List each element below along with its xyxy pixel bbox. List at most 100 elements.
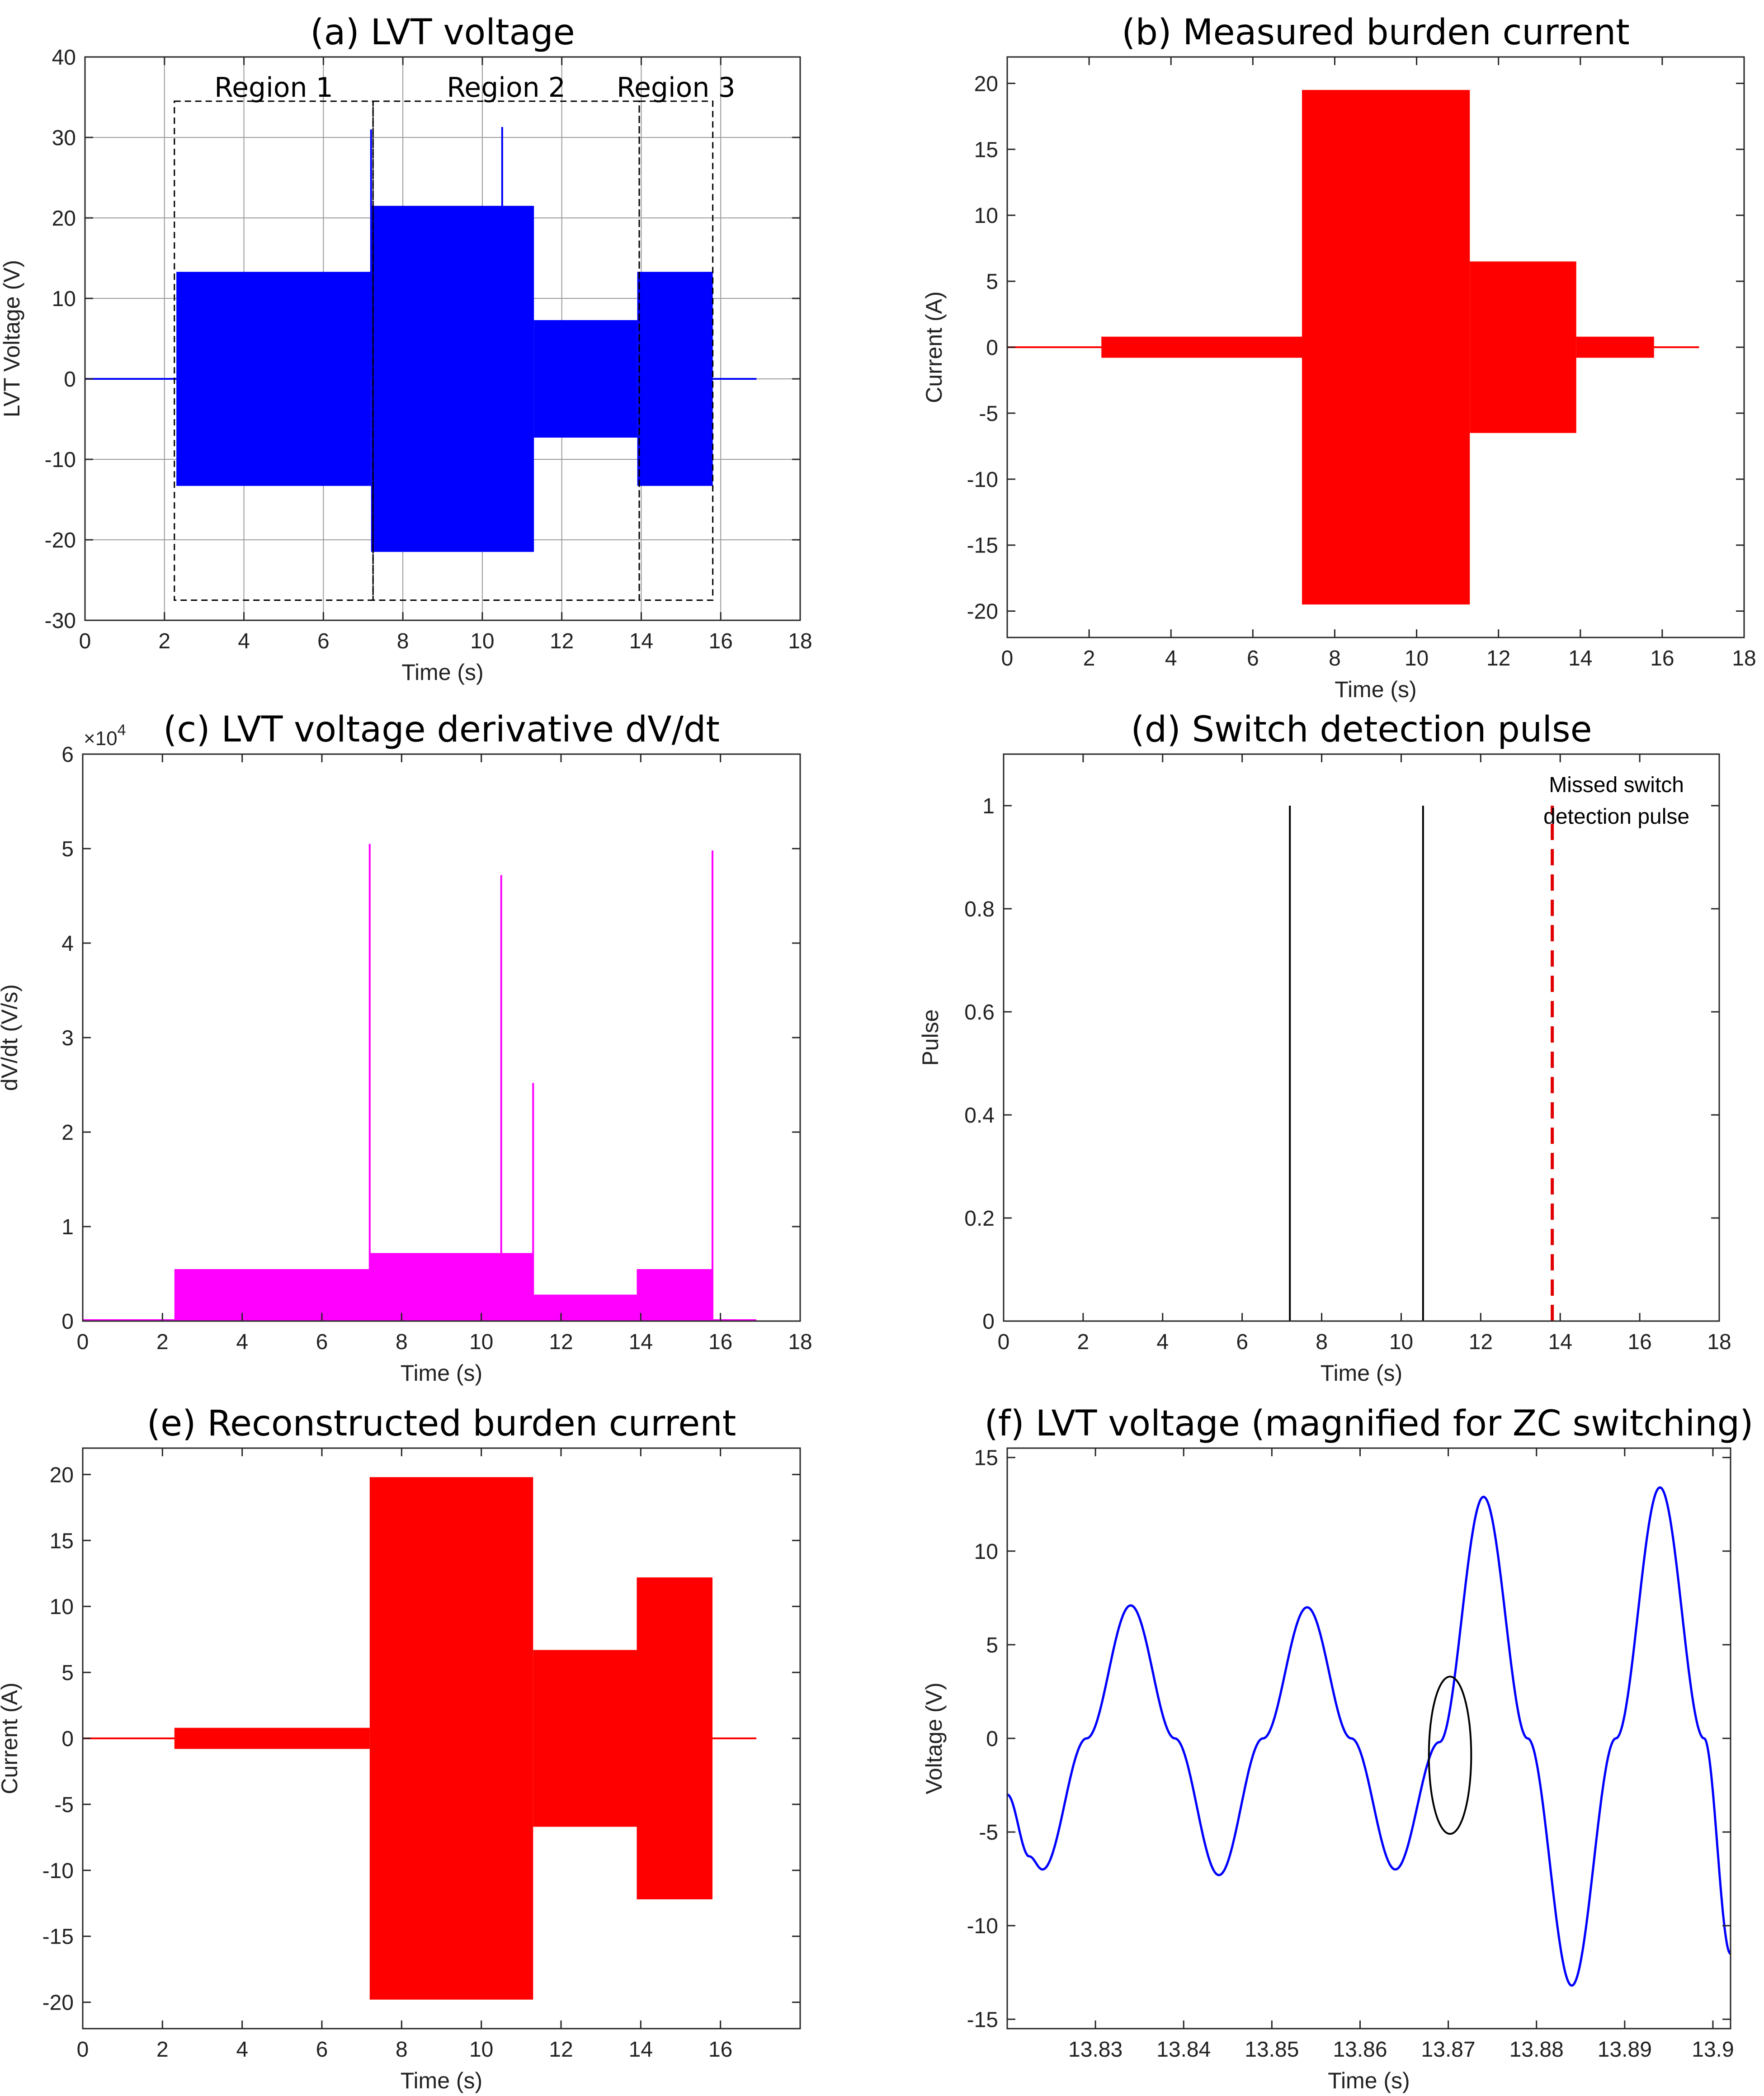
y-tick-label: 20 <box>50 1463 74 1487</box>
y-tick-label: 4 <box>61 932 74 956</box>
derivative-level-2 <box>369 1253 533 1321</box>
x-tick-label: 2 <box>1083 647 1095 670</box>
y-tick-label: -20 <box>45 529 76 552</box>
panel-b: 0 2 4 6 8 10 12 14 16 18 -20 -15 -10 -5 0 5 10 15 20 (b) Me… <box>921 12 1756 702</box>
envelope-segment-1 <box>174 1728 370 1749</box>
x-tick-label: 13.89 <box>1598 2038 1652 2062</box>
y-tick-label: 6 <box>61 743 74 767</box>
y-tick-label: 0.4 <box>964 1104 995 1128</box>
y-tick-label: 5 <box>61 837 74 861</box>
envelope-segment-3 <box>1470 261 1576 433</box>
panel-title-b: (b) Measured burden current <box>1122 12 1630 53</box>
y-axis-label-b: Current (A) <box>921 291 947 403</box>
y-tick-label: 0 <box>61 1310 74 1334</box>
envelope-segment-1 <box>1101 336 1302 358</box>
region-label-3: Region 3 <box>617 72 736 104</box>
axes-frame-d <box>1003 753 1720 1322</box>
x-tick-label: 6 <box>1236 1330 1248 1354</box>
x-tick-label: 18 <box>788 1330 812 1354</box>
x-tick-label: 8 <box>396 1330 408 1354</box>
y-tick-label: -30 <box>45 609 76 633</box>
x-tick-label: 18 <box>1707 1330 1731 1354</box>
x-tick-label: 10 <box>1389 1330 1413 1354</box>
x-tick-label: 13.86 <box>1333 2038 1387 2062</box>
y-tick-label: 1 <box>61 1215 74 1239</box>
y-tick-label: 20 <box>974 72 998 96</box>
voltage-trace <box>1007 1486 1731 1987</box>
y-tick-label: 0.6 <box>964 1001 995 1024</box>
x-tick-label: 6 <box>317 629 330 653</box>
y-tick-label: -5 <box>979 402 998 426</box>
panel-a: Region 1 Region 2 Region 3 0 2 4 6 8 10 12 14 16 18 -… <box>0 12 812 685</box>
envelope-segment-2 <box>1302 90 1470 605</box>
x-axis-label-b: Time (s) <box>1335 677 1416 702</box>
x-tick-label: 14 <box>1548 1330 1572 1354</box>
missed-pulse-annotation-line: Missed switch <box>1549 773 1684 797</box>
x-tick-label: 10 <box>1405 647 1429 670</box>
y-tick-label: 10 <box>50 1595 74 1619</box>
x-tick-label: 2 <box>1077 1330 1090 1354</box>
envelope-segment-1 <box>176 272 371 486</box>
x-tick-label: 12 <box>1469 1330 1493 1354</box>
x-tick-label: 12 <box>550 629 574 653</box>
y-axis-label-f: Voltage (V) <box>921 1682 947 1794</box>
y-tick-label: 5 <box>986 270 998 294</box>
y-tick-label: 0 <box>986 1727 998 1751</box>
x-tick-label: 0 <box>77 2038 89 2062</box>
y-axis-label-e: Current (A) <box>0 1682 22 1794</box>
x-tick-label: 6 <box>316 1330 328 1354</box>
y-tick-label: 0 <box>61 1727 74 1751</box>
x-tick-label: 0 <box>1001 647 1014 670</box>
panel-f: 13.83 13.84 13.85 13.86 13.87 13.88 13.89 13.9 -… <box>921 1403 1754 2093</box>
x-tick-label: 0 <box>998 1330 1010 1354</box>
y-tick-label: 10 <box>974 1540 998 1564</box>
x-tick-label: 12 <box>1486 647 1510 670</box>
y-tick-label: 3 <box>61 1026 74 1050</box>
x-tick-label: 12 <box>549 2038 573 2062</box>
derivative-level-4 <box>637 1269 713 1321</box>
y-tick-label: -10 <box>967 1914 998 1938</box>
x-tick-label: 2 <box>156 1330 169 1354</box>
panel-title-a: (a) LVT voltage <box>310 12 575 53</box>
x-tick-label: 16 <box>1627 1330 1651 1354</box>
envelope-segment-4 <box>637 272 713 486</box>
x-tick-label: 8 <box>1329 647 1341 670</box>
panel-title-d: (d) Switch detection pulse <box>1131 709 1592 750</box>
y-tick-label: 0 <box>982 1310 995 1334</box>
y-tick-label: -15 <box>967 2008 998 2032</box>
y-tick-label: 10 <box>52 287 76 311</box>
y-axis-exponent: 4 <box>118 722 126 739</box>
x-tick-label: 16 <box>708 2038 732 2062</box>
envelope-segment-3 <box>534 320 637 438</box>
y-tick-label: -5 <box>54 1793 74 1817</box>
panel-title-f: (f) LVT voltage (magnified for ZC switch… <box>984 1403 1753 1444</box>
y-tick-label: 15 <box>974 138 998 162</box>
x-tick-label: 4 <box>1156 1330 1169 1354</box>
y-axis-label-a: LVT Voltage (V) <box>0 260 24 417</box>
x-axis-label-d: Time (s) <box>1321 1360 1402 1386</box>
x-tick-label: 14 <box>1568 647 1592 670</box>
y-tick-label: 15 <box>974 1446 998 1470</box>
y-tick-label: 40 <box>52 46 76 70</box>
x-tick-label: 10 <box>469 1330 493 1354</box>
x-tick-label: 13.9 <box>1692 2038 1734 2062</box>
y-tick-label: -15 <box>967 534 998 558</box>
x-tick-label: 6 <box>1247 647 1259 670</box>
y-tick-label: 2 <box>61 1121 74 1145</box>
x-tick-label: 2 <box>156 2038 169 2062</box>
y-tick-label: -15 <box>42 1925 74 1949</box>
x-tick-label: 8 <box>396 2038 408 2062</box>
x-tick-label: 16 <box>1650 647 1674 670</box>
x-tick-label: 4 <box>238 629 250 653</box>
region-label-2: Region 2 <box>447 72 566 104</box>
x-tick-label: 12 <box>549 1330 573 1354</box>
derivative-level-1 <box>174 1269 370 1321</box>
x-axis-label-e: Time (s) <box>401 2068 482 2093</box>
y-tick-label: 5 <box>61 1661 74 1685</box>
y-axis-multiplier: ×104 <box>84 722 126 750</box>
x-tick-label: 13.87 <box>1421 2038 1476 2062</box>
panel-title-e: (e) Reconstructed burden current <box>147 1403 736 1444</box>
envelope-segment-4 <box>637 1577 713 1900</box>
axes-frame-a <box>84 56 801 621</box>
